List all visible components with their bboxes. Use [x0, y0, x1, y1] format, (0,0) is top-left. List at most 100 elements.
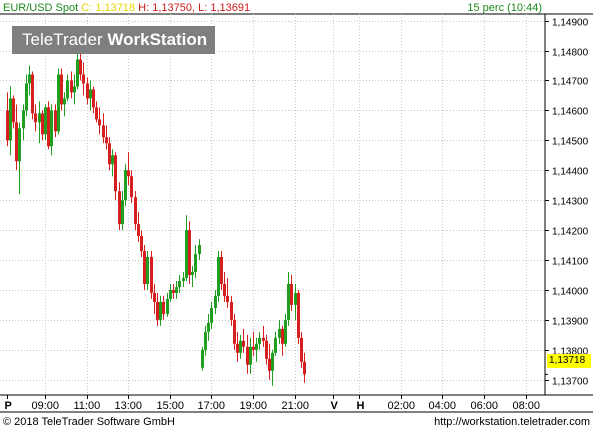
candle [159, 295, 162, 326]
y-tick-label: 1,14600 [552, 107, 589, 118]
candle [50, 104, 53, 156]
low-price-label: L: 1,13691 [198, 2, 251, 14]
quote-header: EUR/USD Spot C: 1,13718 H: 1,13750, L: 1… [3, 2, 251, 14]
logo-text-part1: TeleTrader [22, 30, 103, 49]
candle-body [182, 277, 185, 281]
candle [198, 239, 201, 261]
candle-body [162, 301, 165, 314]
candle-body [239, 340, 242, 353]
candle-body [150, 257, 153, 293]
candle [57, 68, 60, 135]
candle [281, 325, 284, 356]
candle [265, 334, 268, 365]
y-tick-label: 1,14800 [552, 48, 589, 59]
candle [118, 182, 121, 231]
candle [38, 101, 41, 144]
candle [95, 101, 98, 123]
candle [210, 301, 213, 329]
candle [34, 104, 37, 132]
candle-body [82, 74, 85, 84]
x-tick-label: H [357, 400, 365, 412]
candle-body [287, 283, 290, 320]
candle-body [79, 59, 82, 75]
candle [204, 325, 207, 356]
candle [252, 331, 255, 356]
candle [294, 283, 297, 320]
candle [73, 74, 76, 105]
last-price-tag: 1,13718 [547, 354, 591, 368]
candle [15, 104, 18, 171]
candle [162, 295, 165, 320]
candle-body [127, 170, 130, 177]
candle [6, 92, 9, 147]
candle-body [262, 337, 265, 341]
candle [255, 337, 258, 362]
candle [233, 313, 236, 350]
candle [226, 277, 229, 308]
candle [156, 292, 159, 326]
candle [239, 334, 242, 359]
candle-body [249, 346, 252, 365]
y-tick-label: 1,13900 [552, 317, 589, 328]
candle [297, 289, 300, 344]
candle-body [134, 197, 137, 225]
candle-body [18, 128, 21, 162]
candle [12, 95, 15, 129]
y-tick-label: 1,13700 [552, 377, 589, 388]
candle [278, 319, 281, 344]
candle-body [255, 343, 258, 350]
candle-body [54, 110, 57, 132]
candle-body [294, 292, 297, 305]
candle-body [108, 143, 111, 165]
candle-body [34, 113, 37, 123]
candle [76, 53, 79, 90]
candle-body [102, 125, 105, 138]
candle-body [95, 107, 98, 120]
candle [143, 245, 146, 290]
candle [44, 104, 47, 141]
candle-body [66, 80, 69, 99]
copyright-text: © 2018 TeleTrader Software GmbH [3, 416, 175, 428]
candle [89, 80, 92, 111]
candle [54, 104, 57, 138]
candle [134, 191, 137, 231]
candle-body [233, 319, 236, 344]
candle-body [22, 110, 25, 129]
candle-body [86, 83, 89, 99]
candle [258, 331, 261, 350]
candle-body [297, 292, 300, 338]
candle-body [274, 337, 277, 353]
candle-body [143, 251, 146, 284]
candle [220, 251, 223, 290]
candle [121, 191, 124, 231]
candle-body [194, 254, 197, 272]
candle [150, 251, 153, 299]
close-price-label: C: 1,13718 [81, 2, 136, 14]
candle [271, 349, 274, 386]
candle-body [201, 349, 204, 368]
candle-body [12, 98, 15, 123]
candle [268, 343, 271, 380]
candle-body [114, 155, 117, 192]
x-tick-label: 21:00 [282, 400, 310, 412]
candle-body [166, 298, 169, 314]
candle-body [47, 107, 50, 147]
candle-body [220, 257, 223, 284]
candle [114, 152, 117, 201]
candle [82, 62, 85, 96]
candle [105, 125, 108, 150]
candle [236, 331, 239, 362]
candle [127, 152, 130, 186]
candle-body [73, 86, 76, 93]
y-tick-label: 1,14000 [552, 287, 589, 298]
candle-body [258, 337, 261, 344]
x-tick-label: 15:00 [157, 400, 185, 412]
candle-body [76, 59, 79, 87]
x-tick-label: V [331, 400, 339, 412]
candle-body [210, 307, 213, 323]
y-axis: 1,13700 1,13800 1,13900 1,14000 1,14100 1,142… [545, 18, 589, 388]
source-url-link[interactable]: http://workstation.teletrader.com [434, 416, 590, 428]
teletrader-logo: TeleTrader WorkStation [12, 26, 215, 54]
candle-body [300, 337, 303, 362]
